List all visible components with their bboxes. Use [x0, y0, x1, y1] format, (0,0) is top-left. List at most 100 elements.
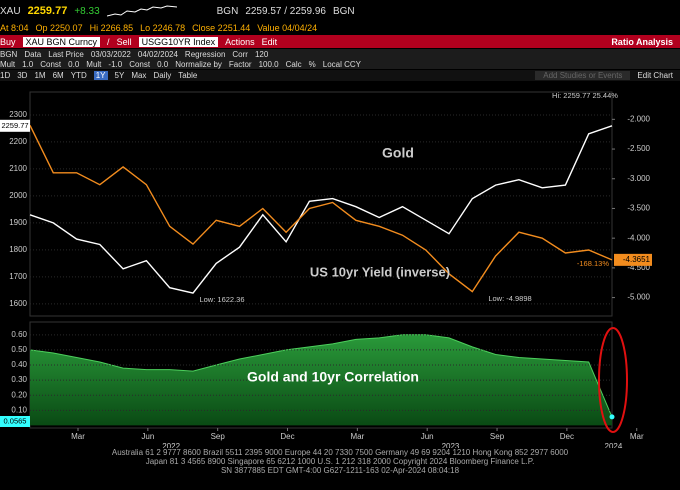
footer-line: Australia 61 2 9777 8600 Brazil 5511 239… — [111, 448, 569, 457]
x-tick-label: Mar — [630, 432, 644, 441]
y-tick-label: 2300 — [9, 110, 27, 119]
periods-bar: 1D 3D 1M 6M YTD 1Y 5Y Max Daily Table Add Studies … — [0, 70, 680, 81]
series-line — [29, 125, 613, 294]
toolbar-item[interactable]: 0.0 — [157, 59, 169, 69]
footer-line: Japan 81 3 4565 8900 Singapore 65 6212 1… — [145, 457, 535, 466]
toolbar-item[interactable]: Const — [129, 59, 151, 69]
data-bar: BGN Data Last Price 03/03/2022 04/02/2024 Reg… — [0, 49, 680, 59]
toolbar-item[interactable]: Daily — [153, 71, 172, 80]
toolbar-item: BGN — [216, 5, 239, 17]
toolbar-item[interactable]: Actions — [225, 36, 255, 47]
toolbar-item: 2259.77 — [27, 5, 68, 17]
toolbar-item[interactable]: 6M — [52, 71, 64, 80]
toolbar-item[interactable]: XAU BGN Curncy — [22, 36, 101, 47]
annotation: Low: -4.9898 — [488, 294, 531, 303]
footer: Australia 61 2 9777 8600 Brazil 5511 239… — [0, 448, 680, 490]
toolbar-item: At 8:04 — [0, 23, 29, 33]
toolbar-item: Hi 2266.85 — [89, 23, 134, 33]
toolbar-item[interactable]: Calc — [285, 59, 302, 69]
toolbar-item: Lo 2246.78 — [140, 23, 186, 33]
toolbar-item[interactable]: Max — [131, 71, 147, 80]
chart-title: Gold and 10yr Correlation — [247, 369, 419, 385]
toolbar-item: BGN — [332, 5, 355, 17]
area-edge — [29, 334, 613, 418]
toolbar-item[interactable]: Buy — [0, 36, 16, 47]
toolbar-item[interactable]: Normalize by — [175, 59, 222, 69]
x-year-label: 2022 — [162, 442, 180, 448]
y2-tick-label: -3.500 — [627, 204, 650, 213]
toolbar-item[interactable]: 120 — [254, 49, 269, 59]
toolbar-item: Close 2251.44 — [192, 23, 251, 33]
toolbar-item[interactable]: -1.0 — [108, 59, 123, 69]
value-box — [0, 119, 30, 132]
toolbar-item[interactable]: 03/03/2022 — [90, 49, 131, 59]
annotation: Hi: 2259.77 25.44% — [552, 91, 618, 100]
toolbar-item[interactable]: 3D — [17, 71, 28, 80]
y-tick-label: 1700 — [9, 272, 27, 281]
x-tick-label: Jun — [141, 432, 154, 441]
y-tick-label: 2000 — [9, 191, 27, 200]
y-tick-label: 1900 — [9, 218, 27, 227]
annotation: Low: 1622.36 — [199, 295, 244, 304]
toolbar-item[interactable]: 1.0 — [22, 59, 34, 69]
toolbar-item[interactable]: Local CCY — [322, 59, 362, 69]
actions-bar: Buy XAU BGN Curncy / Sell USGG10YR Index Acti… — [0, 35, 680, 48]
chart: 1600 1700 1800 1900 2000 2100 2200 2300 -2.000 -2… — [0, 91, 652, 448]
toolbar-item[interactable]: USGG10YR Index — [138, 36, 219, 47]
toolbar-item[interactable]: Sell — [116, 36, 132, 47]
toolbar-item[interactable]: Last Price — [48, 49, 84, 59]
toolbar-item[interactable]: Table — [178, 71, 198, 80]
series-line — [29, 124, 613, 293]
value-box — [614, 253, 652, 266]
x-tick-label: Dec — [280, 432, 294, 441]
y-tick-label: 0.10 — [11, 405, 27, 414]
toolbar-item[interactable]: Regression — [184, 49, 226, 59]
y2-tick-label: -3.000 — [627, 174, 650, 183]
toolbar-item[interactable]: / — [107, 36, 110, 47]
y-tick-label: 0.40 — [11, 360, 27, 369]
toolbar-item[interactable]: 100.0 — [258, 59, 279, 69]
y2-tick-label: -5.000 — [627, 293, 650, 302]
toolbar-item[interactable]: 1D — [0, 71, 11, 80]
toolbar-item[interactable]: Edit — [261, 36, 278, 47]
toolbar-item[interactable]: Corr — [232, 49, 248, 59]
toolbar-item[interactable]: Const — [40, 59, 62, 69]
toolbar-item[interactable]: 1M — [34, 71, 46, 80]
toolbar-item[interactable]: Add Studies or Events — [535, 71, 631, 80]
x-tick-label: Jun — [421, 432, 434, 441]
toolbar-item[interactable]: Factor — [228, 59, 252, 69]
toolbar-item[interactable]: Edit Chart — [637, 71, 673, 80]
current-value: -4.3651 — [623, 255, 651, 264]
x-tick-label: Dec — [560, 432, 574, 441]
toolbar-item[interactable]: YTD — [70, 71, 87, 80]
y-tick-label: 2200 — [9, 137, 27, 146]
toolbar-item[interactable]: 04/02/2024 — [137, 49, 178, 59]
toolbar-item[interactable]: Mult — [0, 59, 16, 69]
y-tick-label: 1600 — [9, 299, 27, 308]
toolbar-item: Value 04/04/24 — [257, 23, 318, 33]
toolbar-item: XAU — [0, 5, 21, 17]
toolbar-item[interactable]: Ratio Analysis — [611, 36, 673, 47]
last-point — [609, 414, 615, 420]
toolbar-item[interactable]: Mult — [86, 59, 102, 69]
toolbar-item[interactable]: Data — [24, 49, 42, 59]
x-tick-label: Sep — [211, 432, 226, 441]
x-tick-label: Mar — [71, 432, 85, 441]
x-year-label: 2023 — [442, 442, 460, 448]
y2-tick-label: -2.500 — [627, 144, 650, 153]
y-tick-label: 0.60 — [11, 330, 27, 339]
toolbar-item[interactable]: 5Y — [114, 71, 125, 80]
sparkline — [106, 5, 177, 17]
y2-tick-label: -4.000 — [627, 233, 650, 242]
toolbar-item[interactable]: 1Y — [93, 71, 108, 80]
current-value: 2259.77 — [1, 121, 28, 130]
series-label: US 10yr Yield (inverse) — [310, 264, 450, 279]
toolbar-item[interactable]: BGN — [0, 49, 18, 59]
y-tick-label: 1800 — [9, 245, 27, 254]
series-label: Gold — [382, 145, 414, 161]
toolbar-item[interactable]: 0.0 — [68, 59, 80, 69]
annotation: -168.13% — [577, 259, 609, 268]
toolbar-item[interactable]: % — [308, 59, 316, 69]
quote-bar: XAU 2259.77 +8.33 BGN 2259.57 / 2259.96 BGN — [0, 0, 680, 22]
